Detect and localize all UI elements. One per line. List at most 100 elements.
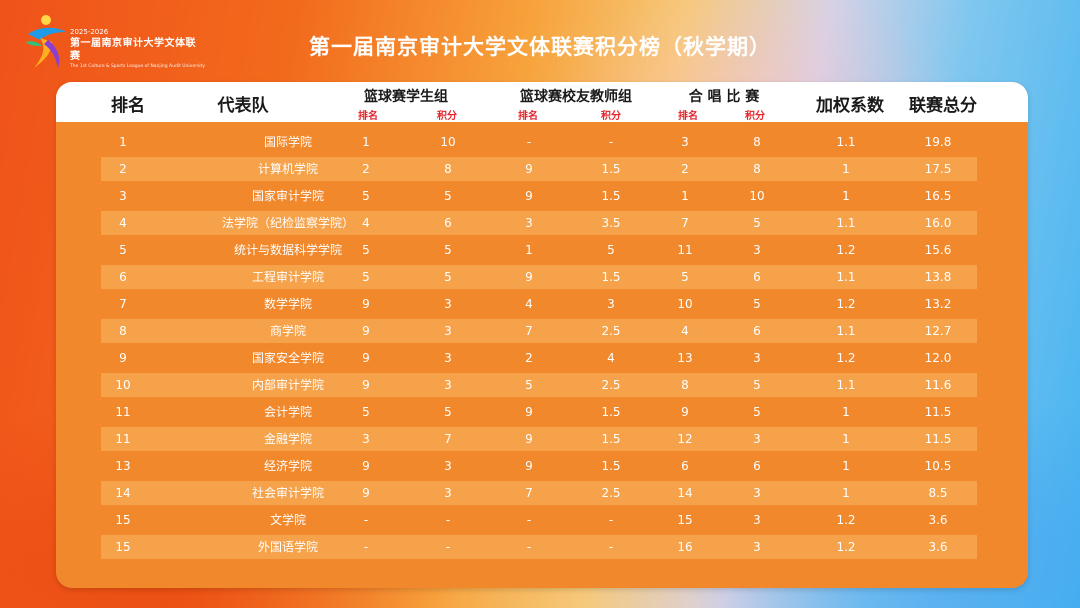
cell-total: 3.6 [928, 540, 948, 554]
cell-bs-rank: - [363, 513, 369, 527]
cell-ba-rank: 2 [525, 351, 533, 365]
cell-ba-pts: 1.5 [601, 189, 621, 203]
cell-ch-rank: 8 [681, 378, 689, 392]
cell-ch-rank: 15 [677, 513, 693, 527]
cell-ba-pts: 1.5 [601, 459, 621, 473]
cell-rank: 3 [119, 189, 127, 203]
cell-ch-pts: 3 [753, 243, 761, 257]
cell-ba-pts: 2.5 [601, 324, 621, 338]
table-row: 14 社会审计学院 9 3 7 2.5 14 3 1 8.5 [101, 481, 977, 505]
cell-bs-pts: 3 [444, 297, 452, 311]
cell-ch-rank: 3 [681, 135, 689, 149]
cell-weight: 1 [842, 405, 850, 419]
cell-team: 法学院（纪检监察学院） [221, 216, 354, 230]
cell-ba-rank: 3 [525, 216, 533, 230]
table-row: 15 文学院 - - - - 15 3 1.2 3.6 [101, 508, 977, 532]
cell-ba-rank: - [526, 135, 532, 149]
cell-ba-rank: 5 [525, 378, 533, 392]
cell-ba-pts: 2.5 [601, 378, 621, 392]
cell-bs-pts: 8 [444, 162, 452, 176]
cell-weight: 1.2 [836, 351, 856, 365]
cell-total: 11.5 [924, 432, 952, 446]
table-row: 7 数学学院 9 3 4 3 10 5 1.2 13.2 [101, 292, 977, 316]
cell-ch-pts: 6 [753, 459, 761, 473]
table-row: 9 国家安全学院 9 3 2 4 13 3 1.2 12.0 [101, 346, 977, 370]
cell-ch-pts: 5 [753, 297, 761, 311]
cell-ch-rank: 6 [681, 459, 689, 473]
cell-ch-pts: 6 [753, 270, 761, 284]
cell-rank: 11 [115, 432, 131, 446]
cell-ch-pts: 8 [753, 135, 761, 149]
table-row: 5 统计与数据科学学院 5 5 1 5 11 3 1.2 15.6 [101, 238, 977, 262]
cell-ch-pts: 3 [753, 351, 761, 365]
cell-ba-pts: 1.5 [601, 270, 621, 284]
cell-bs-pts: 3 [444, 351, 452, 365]
cell-rank: 13 [115, 459, 131, 473]
cell-ba-pts: - [608, 540, 614, 554]
cell-rank: 11 [115, 405, 131, 419]
cell-rank: 6 [119, 270, 127, 284]
header-basketball-student-points: 积分 [437, 111, 457, 122]
cell-ch-pts: 5 [753, 216, 761, 230]
header-basketball-student-rank: 排名 [358, 111, 378, 122]
cell-team: 国家安全学院 [251, 351, 324, 365]
cell-weight: 1 [842, 189, 850, 203]
cell-weight: 1 [842, 459, 850, 473]
cell-ba-rank: 9 [525, 270, 533, 284]
cell-ch-pts: 5 [753, 405, 761, 419]
cell-bs-rank: 5 [362, 405, 370, 419]
table-row: 10 内部审计学院 9 3 5 2.5 8 5 1.1 11.6 [101, 373, 977, 397]
table-row: 4 法学院（纪检监察学院） 4 6 3 3.5 7 5 1.1 16.0 [101, 211, 977, 235]
cell-rank: 14 [115, 486, 131, 500]
cell-weight: 1.2 [836, 243, 856, 257]
cell-ba-rank: - [526, 513, 532, 527]
header-chorus: 合 唱 比 赛 [688, 89, 760, 105]
table-row: 11 会计学院 5 5 9 1.5 9 5 1 11.5 [101, 400, 977, 424]
cell-bs-pts: 3 [444, 324, 452, 338]
header-chorus-rank: 排名 [678, 111, 698, 122]
cell-bs-rank: 9 [362, 297, 370, 311]
cell-bs-pts: 3 [444, 459, 452, 473]
cell-ch-rank: 11 [677, 243, 693, 257]
cell-ch-rank: 10 [677, 297, 693, 311]
table-header: 排名 代表队 篮球赛学生组 排名 积分 篮球赛校友教师组 排名 积分 合 唱 比… [56, 82, 1028, 122]
cell-total: 13.8 [924, 270, 952, 284]
cell-team: 计算机学院 [257, 162, 318, 176]
cell-ch-rank: 7 [681, 216, 689, 230]
cell-weight: 1.1 [836, 135, 856, 149]
cell-rank: 2 [119, 162, 127, 176]
league-logo: 2025-2026 第一届南京审计大学文体联赛 The 1st Culture … [22, 12, 205, 72]
cell-ch-pts: 6 [753, 324, 761, 338]
cell-ch-pts: 10 [749, 189, 765, 203]
header-basketball-alumni-rank: 排名 [518, 111, 538, 122]
cell-ba-rank: 7 [525, 486, 533, 500]
cell-ba-pts: - [608, 513, 614, 527]
header-team: 代表队 [217, 96, 269, 116]
cell-ba-rank: 1 [525, 243, 533, 257]
cell-team: 商学院 [269, 324, 306, 338]
cell-weight: 1 [842, 432, 850, 446]
cell-total: 19.8 [924, 135, 952, 149]
cell-ch-pts: 3 [753, 540, 761, 554]
cell-bs-rank: 9 [362, 378, 370, 392]
cell-rank: 9 [119, 351, 127, 365]
cell-ch-rank: 4 [681, 324, 689, 338]
cell-ch-pts: 8 [753, 162, 761, 176]
cell-ch-rank: 2 [681, 162, 689, 176]
cell-team: 金融学院 [263, 432, 312, 446]
table-row: 13 经济学院 9 3 9 1.5 6 6 1 10.5 [101, 454, 977, 478]
cell-bs-rank: 9 [362, 351, 370, 365]
cell-bs-pts: 5 [444, 405, 452, 419]
cell-total: 10.5 [924, 459, 952, 473]
header-chorus-points: 积分 [745, 111, 765, 122]
cell-ch-rank: 5 [681, 270, 689, 284]
cell-ch-pts: 3 [753, 486, 761, 500]
cell-ba-pts: 1.5 [601, 432, 621, 446]
cell-weight: 1.2 [836, 513, 856, 527]
cell-total: 11.5 [924, 405, 952, 419]
cell-team: 统计与数据科学学院 [233, 243, 342, 257]
cell-total: 11.6 [924, 378, 952, 392]
cell-weight: 1 [842, 162, 850, 176]
header-total: 联赛总分 [909, 96, 977, 116]
cell-bs-pts: 3 [444, 378, 452, 392]
